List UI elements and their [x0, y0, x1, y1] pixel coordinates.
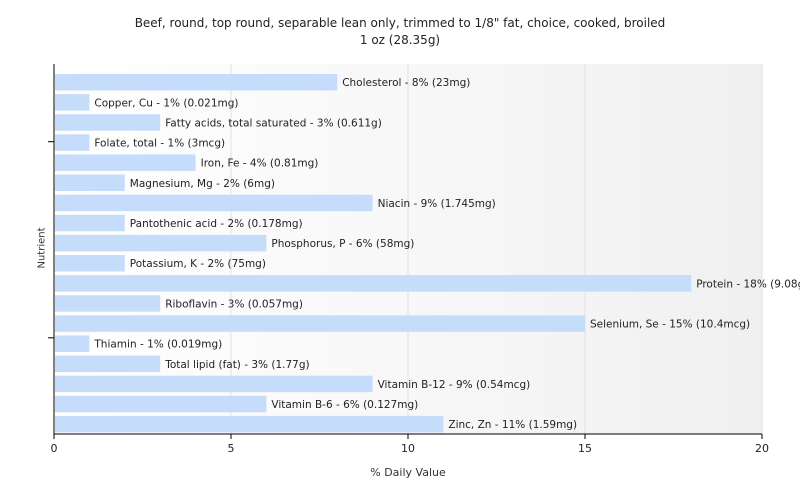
bar	[55, 214, 125, 232]
bars: Cholesterol - 8% (23mg) Copper, Cu - 1% (…	[55, 74, 800, 433]
bar-label: Riboflavin - 3% (0.057mg)	[165, 298, 303, 310]
bar	[55, 94, 90, 111]
x-tick-label: 0	[51, 442, 58, 455]
bar-label: Pantothenic acid - 2% (0.178mg)	[130, 218, 303, 230]
bar	[55, 415, 444, 433]
bar	[55, 174, 125, 192]
bar-label: Thiamin - 1% (0.019mg)	[93, 339, 222, 351]
x-tick-label: 15	[578, 442, 592, 455]
bar-label: Zinc, Zn - 11% (1.59mg)	[448, 419, 577, 431]
bar-label: Selenium, Se - 15% (10.4mcg)	[590, 319, 750, 331]
bar	[55, 295, 161, 312]
x-tick-label: 5	[228, 442, 235, 455]
bar	[55, 395, 267, 413]
bar-label: Total lipid (fat) - 3% (1.77g)	[164, 359, 309, 371]
bar	[55, 335, 90, 352]
bar	[55, 74, 338, 91]
bar-label: Niacin - 9% (1.745mg)	[378, 198, 496, 210]
bar	[55, 275, 692, 292]
x-tick-label: 10	[401, 442, 415, 455]
x-axis-label: % Daily Value	[370, 466, 446, 479]
bar	[55, 134, 90, 151]
bar	[55, 114, 161, 131]
bar	[55, 255, 125, 272]
bar	[55, 234, 267, 252]
bar-label: Fatty acids, total saturated - 3% (0.611…	[165, 117, 382, 129]
bar-label: Cholesterol - 8% (23mg)	[342, 77, 470, 89]
x-tick-label: 20	[755, 442, 769, 455]
bar-label: Protein - 18% (9.08g)	[696, 278, 800, 290]
bar-label: Vitamin B-12 - 9% (0.54mcg)	[378, 379, 531, 391]
bar-label: Phosphorus, P - 6% (58mg)	[271, 238, 414, 250]
bar-label: Folate, total - 1% (3mcg)	[94, 138, 225, 150]
bar	[55, 375, 373, 393]
chart-title: Beef, round, top round, separable lean o…	[134, 16, 666, 30]
bar-label: Vitamin B-6 - 6% (0.127mg)	[271, 399, 418, 411]
bar	[55, 315, 585, 332]
y-axis-label: Nutrient	[36, 227, 48, 269]
axes: 0 5 10 15 20	[48, 64, 769, 455]
bar	[55, 355, 161, 373]
bar-label: Iron, Fe - 4% (0.81mg)	[201, 158, 319, 170]
bar	[55, 194, 373, 212]
bar-label: Magnesium, Mg - 2% (6mg)	[130, 178, 275, 190]
bar-label: Copper, Cu - 1% (0.021mg)	[94, 97, 238, 109]
bar	[55, 154, 196, 171]
chart-subtitle: 1 oz (28.35g)	[359, 33, 441, 47]
bar-label: Potassium, K - 2% (75mg)	[130, 258, 266, 270]
